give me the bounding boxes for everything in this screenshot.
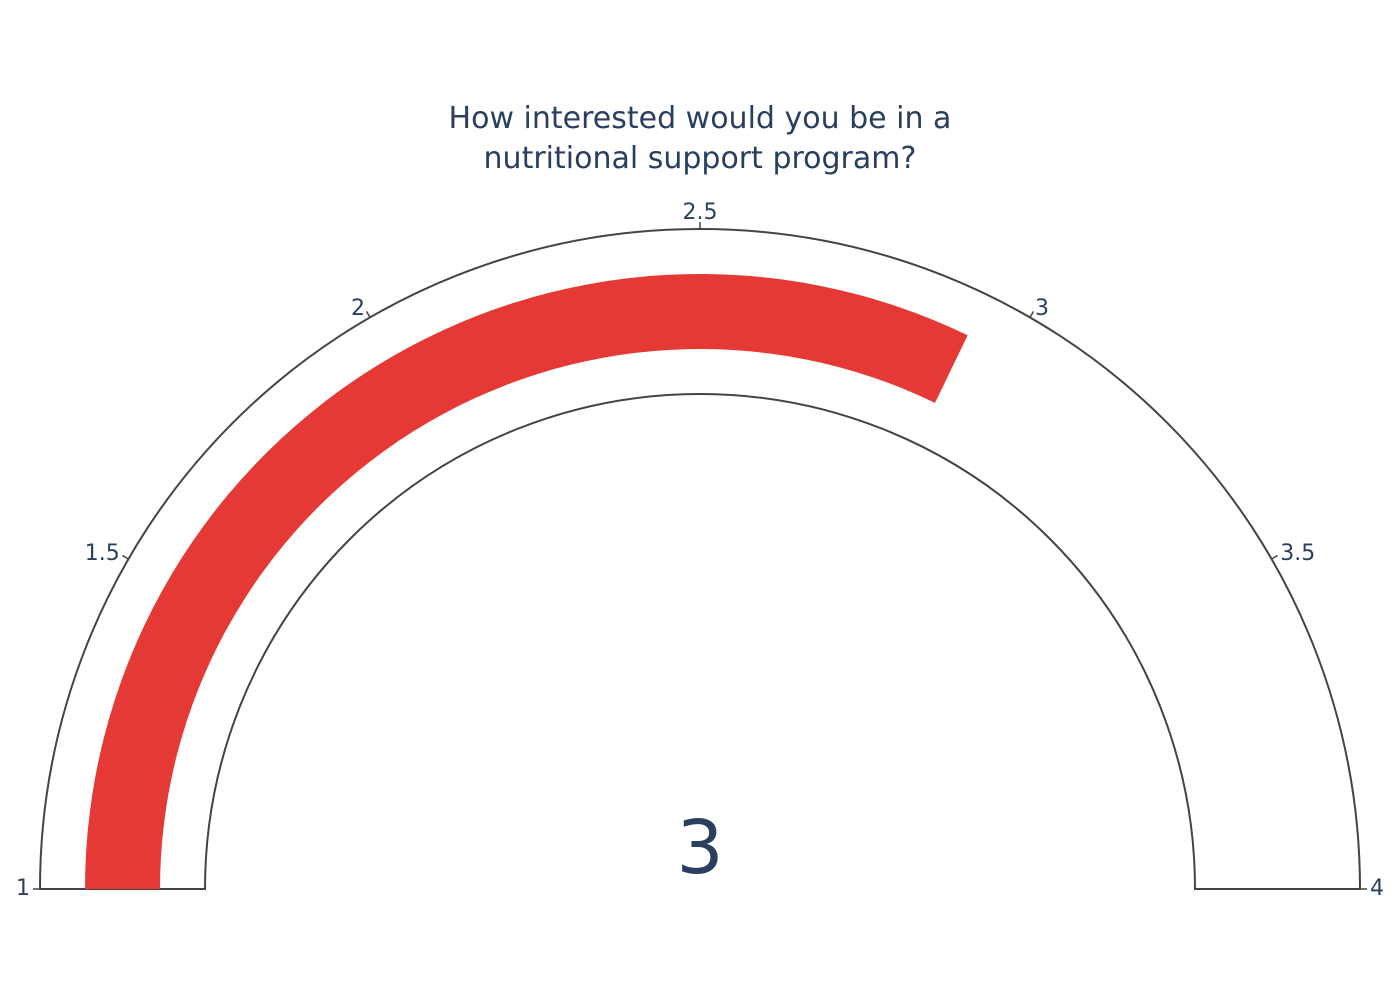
gauge-tick-label: 1.5 — [85, 541, 120, 566]
gauge-axis: 1 1.5 2 2.5 3 3.5 4 — [16, 200, 1384, 901]
gauge-tick-mark — [1271, 554, 1279, 560]
gauge-value-bar — [85, 273, 968, 890]
gauge-tick-label: 2.5 — [683, 200, 718, 225]
gauge-value-number: 3 — [676, 805, 723, 891]
gauge-title-line-1: How interested would you be in a — [449, 101, 952, 136]
gauge-tick-label: 3 — [1035, 296, 1049, 321]
gauge-tick-label: 2 — [351, 296, 365, 321]
gauge-tick-label: 4 — [1370, 876, 1384, 901]
gauge-tick-label: 1 — [16, 876, 30, 901]
gauge-tick-mark — [1029, 310, 1035, 318]
gauge-title-line-2: nutritional support program? — [484, 141, 917, 176]
gauge-tick-mark — [121, 554, 129, 560]
gauge-outline — [38, 228, 1362, 890]
gauge-tick-mark — [365, 310, 371, 318]
gauge-tick-label: 3.5 — [1280, 541, 1315, 566]
